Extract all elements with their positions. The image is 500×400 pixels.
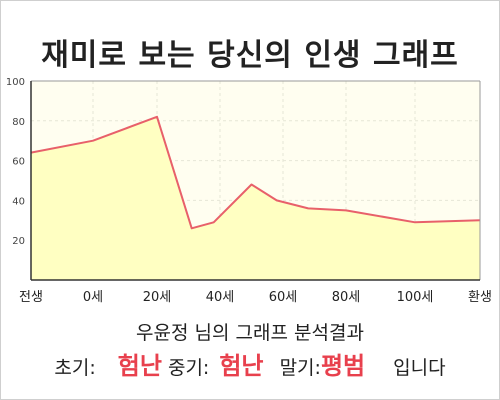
y-tick-label: 80: [12, 117, 25, 128]
x-tick-label: 80세: [332, 290, 361, 305]
late-label: 말기:: [279, 357, 321, 379]
life-line: [30, 115, 481, 230]
x-tick-label: 100세: [397, 290, 434, 305]
x-tick-label: 환생: [468, 290, 492, 305]
life-area-fill: [31, 116, 480, 280]
late-verdict: 평범: [320, 352, 366, 380]
result-ending: 입니다: [393, 357, 446, 379]
y-tick-label: 20: [12, 236, 25, 247]
y-tick-label: 60: [12, 157, 25, 168]
analysis-summary: 우윤정 님의 그래프 분석결과: [0, 318, 500, 345]
x-tick-label: 20세: [143, 290, 172, 305]
early-verdict: 험난: [117, 352, 162, 380]
early-label: 초기:: [54, 357, 96, 379]
middle-label: 중기:: [167, 357, 210, 379]
user-name: 우윤정: [136, 322, 189, 344]
x-tick-label: 60세: [269, 290, 298, 305]
x-tick-label: 40세: [206, 290, 235, 305]
x-tick-label: 0세: [83, 290, 103, 305]
x-tick-label: 전생: [19, 290, 43, 305]
y-tick-label: 40: [12, 196, 25, 207]
summary-suffix: 님의 그래프 분석결과: [194, 322, 364, 344]
middle-verdict: 험난: [219, 352, 264, 380]
page-title: 재미로 보는 당신의 인생 그래프: [41, 38, 459, 73]
y-tick-label: 100: [6, 77, 25, 88]
result-line: 초기: 험난 중기: 험난 말기:평범 입니다: [0, 346, 500, 381]
